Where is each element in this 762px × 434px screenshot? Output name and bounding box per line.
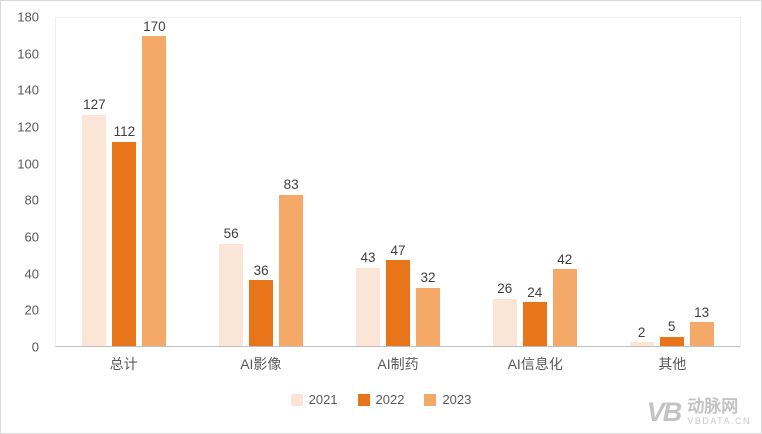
y-tick-label: 60 — [24, 229, 39, 245]
y-tick-label: 40 — [24, 266, 39, 282]
bar-2023 — [142, 36, 167, 346]
bar-value-label: 36 — [253, 262, 269, 278]
bar-value-label: 83 — [283, 177, 299, 193]
bar-2022 — [659, 336, 684, 346]
watermark-text: 动脉网 VBDATA.CN — [687, 398, 751, 427]
bar-unit: 112 — [112, 18, 137, 346]
x-axis-labels: 总计 AI影像 AI制药 AI信息化 其他 — [55, 354, 741, 374]
y-tick-label: 0 — [31, 339, 39, 355]
bar-2022 — [249, 280, 274, 346]
bar-value-label: 5 — [667, 319, 676, 335]
legend-swatch — [290, 393, 303, 406]
bar-2021 — [219, 243, 244, 346]
bar-2023 — [552, 269, 577, 346]
watermark-site: VBDATA.CN — [687, 416, 751, 427]
bar-value-label: 56 — [223, 226, 239, 242]
bar-unit: 36 — [249, 18, 274, 346]
vbdata-logo-icon: VB — [646, 397, 682, 428]
bar-2021 — [492, 298, 517, 346]
legend-label: 2023 — [442, 392, 472, 407]
bar-unit: 2 — [629, 18, 654, 346]
bar-2023 — [689, 322, 714, 346]
bar-value-label: 32 — [420, 270, 436, 286]
category-label: 其他 — [658, 356, 687, 372]
bar-group-5: 2 5 13 — [603, 18, 740, 346]
y-tick-label: 160 — [17, 46, 39, 62]
bar-group-4: 26 24 42 — [466, 18, 603, 346]
bar-2021 — [355, 267, 380, 346]
bar-unit: 24 — [522, 18, 547, 346]
legend-swatch — [357, 393, 370, 406]
bar-unit: 32 — [415, 18, 440, 346]
category-label: 总计 — [109, 356, 138, 372]
bar-unit: 26 — [492, 18, 517, 346]
watermark: VB 动脉网 VBDATA.CN — [647, 398, 751, 427]
category-label: AI影像 — [240, 356, 282, 372]
bar-value-label: 127 — [83, 97, 106, 113]
legend-item-2021: 2021 — [290, 392, 338, 407]
bar-unit: 47 — [385, 18, 410, 346]
y-tick-label: 100 — [17, 156, 39, 172]
bar-unit: 13 — [689, 18, 714, 346]
category-label: AI制药 — [377, 356, 419, 372]
y-axis: 0 20 40 60 80 100 120 140 160 180 — [1, 11, 47, 354]
y-tick-label: 80 — [24, 192, 39, 208]
bar-2021 — [629, 342, 654, 346]
bar-2021 — [82, 114, 107, 346]
bar-2022 — [522, 302, 547, 346]
bar-value-label: 13 — [694, 304, 710, 320]
bar-unit: 170 — [142, 18, 167, 346]
legend-label: 2022 — [375, 392, 405, 407]
bar-group-3: 43 47 32 — [330, 18, 467, 346]
bar-unit: 56 — [219, 18, 244, 346]
bar-value-label: 24 — [527, 284, 543, 300]
legend-swatch — [424, 393, 437, 406]
y-tick-label: 20 — [24, 302, 39, 318]
y-tick-label: 120 — [17, 119, 39, 135]
bar-value-label: 47 — [390, 242, 406, 258]
bar-unit: 42 — [552, 18, 577, 346]
legend-item-2022: 2022 — [357, 392, 405, 407]
bar-unit: 83 — [279, 18, 304, 346]
bar-unit: 127 — [82, 18, 107, 346]
legend: 2021 2022 2023 — [1, 392, 761, 407]
bar-value-label: 42 — [557, 251, 573, 267]
y-tick-label: 180 — [17, 9, 39, 25]
category-label: AI信息化 — [507, 356, 563, 372]
bar-2023 — [279, 194, 304, 346]
bar-value-label: 43 — [360, 250, 376, 266]
bar-unit: 5 — [659, 18, 684, 346]
bar-value-label: 170 — [143, 18, 166, 34]
plot-area: 127 112 170 56 36 83 43 47 32 26 24 42 2 5 13 — [55, 17, 741, 347]
bar-group-1: 127 112 170 — [56, 18, 193, 346]
bar-value-label: 2 — [637, 324, 646, 340]
bar-group-2: 56 36 83 — [193, 18, 330, 346]
bar-2022 — [112, 141, 137, 346]
bar-value-label: 112 — [113, 124, 136, 140]
bar-2022 — [385, 260, 410, 346]
y-tick-label: 140 — [17, 82, 39, 98]
bar-unit: 43 — [355, 18, 380, 346]
bar-2023 — [415, 287, 440, 346]
legend-item-2023: 2023 — [424, 392, 471, 407]
watermark-name: 动脉网 — [687, 397, 739, 417]
bar-value-label: 26 — [497, 281, 513, 297]
legend-label: 2021 — [308, 392, 338, 407]
